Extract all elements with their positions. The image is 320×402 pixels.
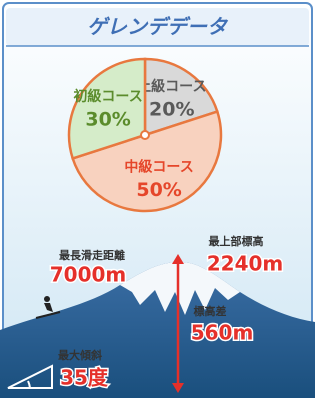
stat-label: 標高差 bbox=[194, 304, 227, 318]
stat-value: 2240m bbox=[207, 252, 284, 276]
stat-label: 最上部標高 bbox=[209, 234, 264, 248]
stat-label: 最大傾斜 bbox=[58, 348, 102, 362]
title: ゲレンデデータ bbox=[87, 15, 229, 39]
stat-value: 560m bbox=[191, 321, 254, 345]
slice-label: 上級コース bbox=[137, 78, 206, 95]
slice-label: 中級コース bbox=[124, 158, 193, 175]
slice-value: 30% bbox=[85, 109, 130, 131]
slice-label: 初級コース bbox=[73, 88, 142, 105]
stat-label: 最長滑走距離 bbox=[59, 248, 125, 262]
stat-value: 35度 bbox=[60, 366, 109, 390]
slice-value: 50% bbox=[136, 179, 181, 201]
pie-center bbox=[141, 131, 149, 139]
stat-value: 7000m bbox=[50, 263, 127, 287]
pie: 上級コース 20% 中級コース 50% 初級コース 30% bbox=[69, 59, 221, 211]
slice-value: 20% bbox=[149, 99, 194, 121]
